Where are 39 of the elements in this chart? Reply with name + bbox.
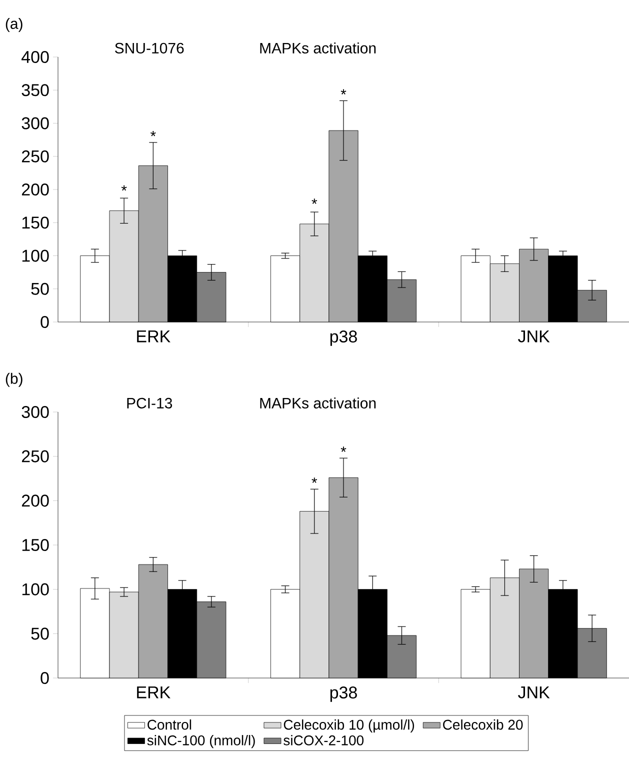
y-tick-label: 0 <box>40 316 49 328</box>
text: (b) <box>6 372 22 387</box>
chart-subtitle: MAPKs activation <box>260 42 376 54</box>
legend-label: siNC-100 (nmol/l) <box>147 735 255 748</box>
y-tick-label: 100 <box>22 250 49 262</box>
annotation: * <box>340 89 346 94</box>
y-tick-label: 50 <box>31 282 49 295</box>
y-tick-label: 350 <box>22 84 49 96</box>
text: (a) <box>6 18 22 32</box>
y-tick-label: 250 <box>22 450 49 462</box>
legend-label: Celecoxib 20 <box>443 719 523 730</box>
y-tick-label: 200 <box>22 183 49 196</box>
chart-title: SNU-1076 <box>115 42 184 54</box>
chart-title: PCI-13 <box>127 398 172 408</box>
x-tick-label: JNK <box>518 686 550 698</box>
y-tick-label: 100 <box>22 583 49 596</box>
x-tick-label: p38 <box>330 330 357 346</box>
chart-subtitle: MAPKs activation <box>260 397 376 408</box>
y-tick-label: 50 <box>31 628 49 640</box>
y-tick-label: 250 <box>22 150 49 162</box>
annotation: * <box>121 185 127 191</box>
y-tick-label: 0 <box>40 672 49 684</box>
annotation: * <box>312 478 318 483</box>
y-tick-label: 300 <box>22 117 49 130</box>
y-tick-label: 300 <box>22 406 49 418</box>
y-tick-label: 150 <box>22 216 49 229</box>
y-tick-label: 200 <box>22 494 49 507</box>
annotation: * <box>340 446 346 452</box>
legend-label: siCOX-2-100 <box>284 735 364 746</box>
x-tick-label: ERK <box>137 330 170 342</box>
x-tick-label: ERK <box>137 686 170 698</box>
y-tick-label: 150 <box>22 538 49 552</box>
y-tick-label: 400 <box>22 50 49 64</box>
annotation: * <box>150 130 156 136</box>
x-tick-label: JNK <box>518 330 550 342</box>
annotation: * <box>312 198 318 204</box>
legend-label: Control <box>148 719 192 730</box>
legend-label: Celecoxib 10 (µmol/l) <box>284 719 414 732</box>
x-tick-label: p38 <box>330 686 357 702</box>
